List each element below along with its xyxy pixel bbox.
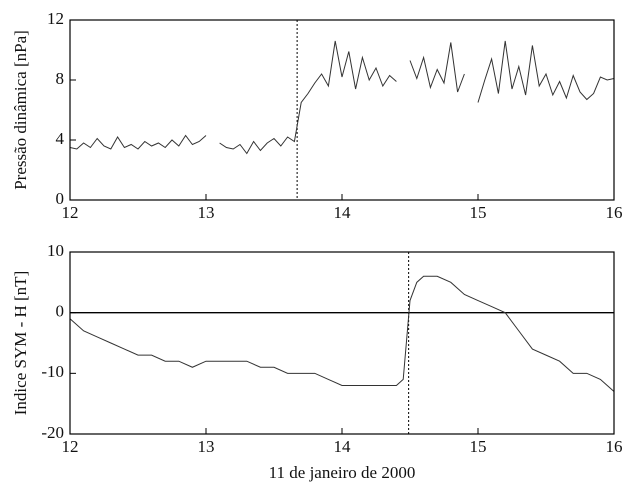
x-axis-label: 11 de janeiro de 2000 bbox=[269, 463, 416, 482]
plot-frame bbox=[69, 251, 615, 435]
y-tick-label: 0 bbox=[56, 302, 65, 321]
x-tick-label: 15 bbox=[470, 437, 487, 456]
x-tick-label: 16 bbox=[606, 437, 623, 456]
y-tick-label: -20 bbox=[41, 423, 64, 442]
x-tick-label: 14 bbox=[334, 203, 352, 222]
x-tick-label: 12 bbox=[62, 437, 79, 456]
x-tick-label: 15 bbox=[470, 203, 487, 222]
data-line bbox=[69, 40, 615, 155]
y-tick-label: 12 bbox=[47, 9, 64, 28]
y-axis-label: Pressão dinâmica [nPa] bbox=[11, 30, 30, 190]
y-tick-label: 10 bbox=[47, 241, 64, 260]
y-axis-label: Indice SYM - H [nT] bbox=[11, 271, 30, 415]
x-tick-label: 13 bbox=[198, 203, 215, 222]
x-tick-label: 12 bbox=[62, 203, 79, 222]
y-tick-label: 4 bbox=[56, 129, 65, 148]
y-tick-label: 8 bbox=[56, 69, 65, 88]
x-tick-label: 16 bbox=[606, 203, 623, 222]
x-tick-label: 13 bbox=[198, 437, 215, 456]
plot-frame bbox=[69, 19, 615, 201]
y-tick-label: 0 bbox=[56, 189, 65, 208]
x-tick-label: 14 bbox=[334, 437, 352, 456]
y-tick-label: -10 bbox=[41, 362, 64, 381]
data-line bbox=[69, 275, 615, 392]
